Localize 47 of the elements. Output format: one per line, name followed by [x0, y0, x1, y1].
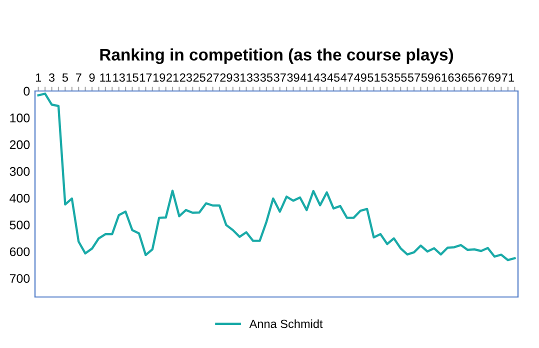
x-tick-label: 33: [246, 73, 260, 82]
x-tick-label: 57: [408, 73, 420, 82]
x-tick-label: 31: [233, 73, 246, 82]
x-tick-label: 3: [48, 73, 55, 82]
x-tick-label: 21: [166, 73, 179, 82]
x-tick-label: 69: [488, 73, 501, 82]
y-tick-label: 0: [24, 86, 30, 96]
x-tick-label: 65: [462, 73, 474, 82]
y-tick-label: 600: [10, 247, 30, 256]
y-tick-label: 200: [10, 140, 30, 150]
x-tick-label: 43: [314, 73, 326, 82]
y-tick-label: 100: [10, 114, 30, 122]
x-tick-label: 27: [206, 73, 219, 82]
x-tick-label: 37: [274, 73, 286, 82]
x-tick-label: 63: [448, 73, 460, 82]
x-tick-label: 23: [180, 73, 192, 82]
x-tick-label: 17: [140, 73, 152, 82]
x-tick-label: 9: [89, 73, 95, 82]
x-tick-label: 5: [62, 73, 68, 82]
x-tick-label: 35: [260, 73, 273, 82]
line-series: [37, 92, 516, 262]
x-tick-label: 19: [153, 73, 166, 82]
x-tick-label: 67: [475, 73, 488, 82]
y-tick-label: 400: [10, 194, 30, 203]
x-tick-label: 45: [327, 73, 340, 82]
y-tick-label: 500: [10, 220, 30, 230]
x-tick-label: 47: [340, 73, 353, 82]
x-tick-label: 7: [76, 73, 82, 82]
x-tick-label: 59: [421, 73, 434, 82]
x-tick-label: 29: [220, 73, 232, 82]
x-tick-label: 49: [354, 73, 366, 82]
x-tick-label: 39: [287, 73, 300, 82]
x-tick-label: 41: [300, 73, 313, 82]
chart-title: Ranking in competition (as the course plays): [100, 48, 454, 64]
x-tick-label: 71: [502, 73, 514, 82]
y-tick-label: 700: [10, 274, 30, 283]
x-tick-label: 61: [434, 73, 447, 82]
x-tick-label: 13: [113, 73, 125, 82]
x-tick-label: 1: [36, 73, 42, 82]
legend-label: Anna Schmidt: [249, 319, 323, 328]
y-tick-label: 300: [10, 167, 30, 176]
x-tick-label: 15: [126, 73, 138, 82]
x-tick-label: 53: [381, 73, 394, 82]
x-tick-label: 51: [368, 73, 380, 82]
x-tick-label: 55: [394, 73, 407, 82]
x-tick-label: 11: [100, 73, 111, 82]
x-tick-label: 25: [193, 73, 206, 82]
